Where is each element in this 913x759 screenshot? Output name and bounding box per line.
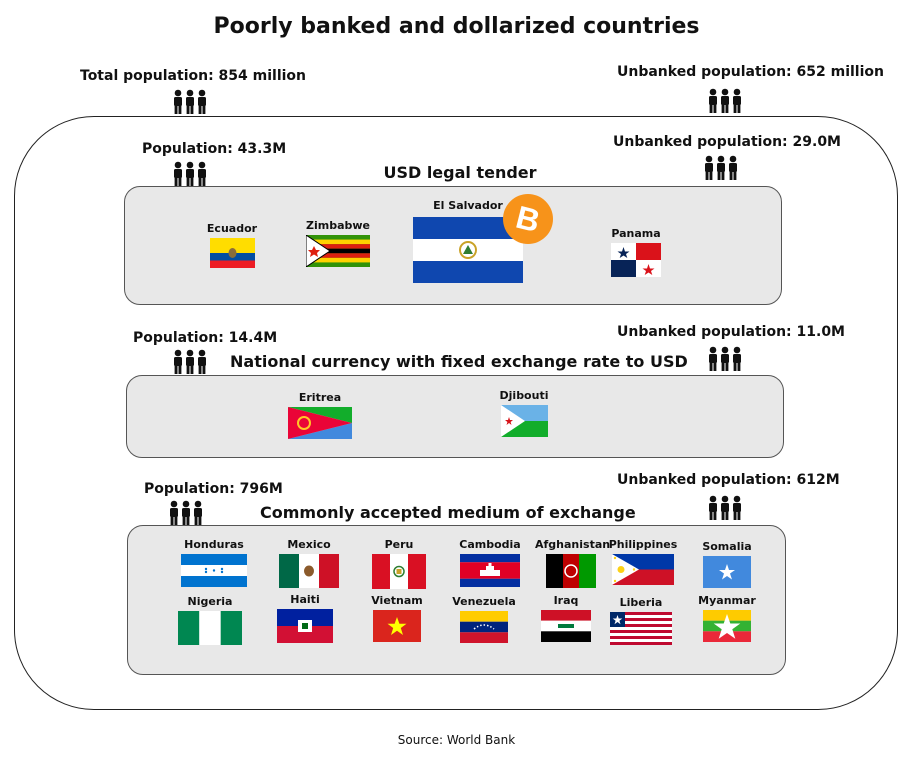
- country-zimbabwe: Zimbabwe: [300, 219, 376, 267]
- country-label: El Salvador: [433, 199, 503, 212]
- flag-somalia-icon: [703, 556, 751, 588]
- country-honduras: Honduras: [174, 538, 254, 587]
- section3-population: Population: 796M: [144, 481, 283, 497]
- flag-philippines-icon: [612, 554, 674, 585]
- country-label: Ecuador: [206, 222, 258, 235]
- country-label: Afghanistan: [535, 538, 611, 551]
- flag-nigeria-icon: [178, 611, 242, 645]
- flag-honduras-icon: [181, 554, 247, 587]
- section2-population: Population: 14.4M: [133, 330, 278, 346]
- section3-unbanked: Unbanked population: 612M: [617, 472, 840, 488]
- flag-ecuador-icon: [209, 238, 255, 268]
- country-label: Panama: [611, 227, 661, 240]
- flag-panama-icon: [611, 243, 661, 277]
- people-group-icon: [168, 500, 204, 526]
- people-group-icon: [707, 346, 743, 372]
- country-ecuador: Ecuador: [200, 222, 264, 268]
- country-label: Iraq: [553, 594, 579, 607]
- country-label: Liberia: [619, 596, 663, 609]
- flag-liberia-icon: [610, 612, 672, 645]
- country-vietnam: Vietnam: [362, 594, 432, 642]
- country-label: Peru: [384, 538, 414, 551]
- section3-title: Commonly accepted medium of exchange: [260, 503, 636, 522]
- country-liberia: Liberia: [605, 596, 677, 645]
- country-el-salvador: El Salvador: [405, 199, 531, 283]
- country-venezuela: Venezuela: [449, 595, 519, 643]
- section1-title: USD legal tender: [383, 163, 537, 182]
- flag-eritrea-icon: [288, 407, 352, 439]
- country-iraq: Iraq: [535, 594, 597, 642]
- country-mexico: Mexico: [274, 538, 344, 588]
- country-label: Eritrea: [298, 391, 342, 404]
- people-group-icon: [172, 89, 208, 115]
- country-label: Cambodia: [459, 538, 521, 551]
- section1-unbanked: Unbanked population: 29.0M: [613, 134, 841, 150]
- flag-djibouti-icon: [500, 405, 548, 437]
- country-panama: Panama: [604, 227, 668, 277]
- country-somalia: Somalia: [695, 540, 759, 588]
- country-eritrea: Eritrea: [282, 391, 358, 439]
- country-haiti: Haiti: [272, 593, 338, 643]
- people-group-icon: [707, 88, 743, 114]
- source-note: Source: World Bank: [397, 733, 516, 747]
- country-label: Venezuela: [452, 595, 516, 608]
- page-title: Poorly banked and dollarized countries: [213, 14, 700, 39]
- flag-venezuela-icon: [460, 611, 508, 643]
- country-label: Vietnam: [371, 594, 423, 607]
- country-label: Nigeria: [187, 595, 233, 608]
- people-group-icon: [172, 349, 208, 375]
- country-label: Mexico: [287, 538, 331, 551]
- country-myanmar: Myanmar: [695, 594, 759, 642]
- bitcoin-icon: B: [503, 194, 553, 244]
- country-label: Haiti: [290, 593, 320, 606]
- people-group-icon: [172, 161, 208, 187]
- country-cambodia: Cambodia: [450, 538, 530, 587]
- country-label: Zimbabwe: [305, 219, 370, 232]
- total-unbanked-label: Unbanked population: 652 million: [617, 64, 884, 80]
- flag-cambodia-icon: [460, 554, 520, 587]
- country-djibouti: Djibouti: [495, 389, 553, 437]
- flag-haiti-icon: [277, 609, 333, 643]
- people-group-icon: [703, 155, 739, 181]
- section2-unbanked: Unbanked population: 11.0M: [617, 324, 845, 340]
- flag-zimbabwe-icon: [306, 235, 370, 267]
- country-label: Djibouti: [499, 389, 549, 402]
- section2-title: National currency with fixed exchange ra…: [230, 352, 688, 371]
- flag-iraq-icon: [541, 610, 591, 642]
- country-label: Somalia: [702, 540, 752, 553]
- country-label: Honduras: [184, 538, 244, 551]
- flag-afghanistan-icon: [546, 554, 596, 588]
- country-label: Myanmar: [698, 594, 756, 607]
- country-peru: Peru: [363, 538, 435, 589]
- people-group-icon: [707, 495, 743, 521]
- flag-vietnam-icon: [373, 610, 421, 642]
- flag-mexico-icon: [279, 554, 339, 588]
- country-label: Philippines: [608, 538, 678, 551]
- country-afghanistan: Afghanistan: [535, 538, 611, 588]
- country-nigeria: Nigeria: [174, 595, 246, 645]
- flag-myanmar-icon: [703, 610, 751, 642]
- country-philippines: Philippines: [608, 538, 678, 585]
- flag-peru-icon: [372, 554, 426, 589]
- section2-panel: [126, 375, 784, 458]
- total-population-label: Total population: 854 million: [80, 68, 307, 84]
- outer-group-frame: [14, 116, 898, 710]
- section3-panel: [127, 525, 786, 675]
- section1-population: Population: 43.3M: [142, 141, 287, 157]
- flag-el-salvador-icon: [413, 217, 523, 283]
